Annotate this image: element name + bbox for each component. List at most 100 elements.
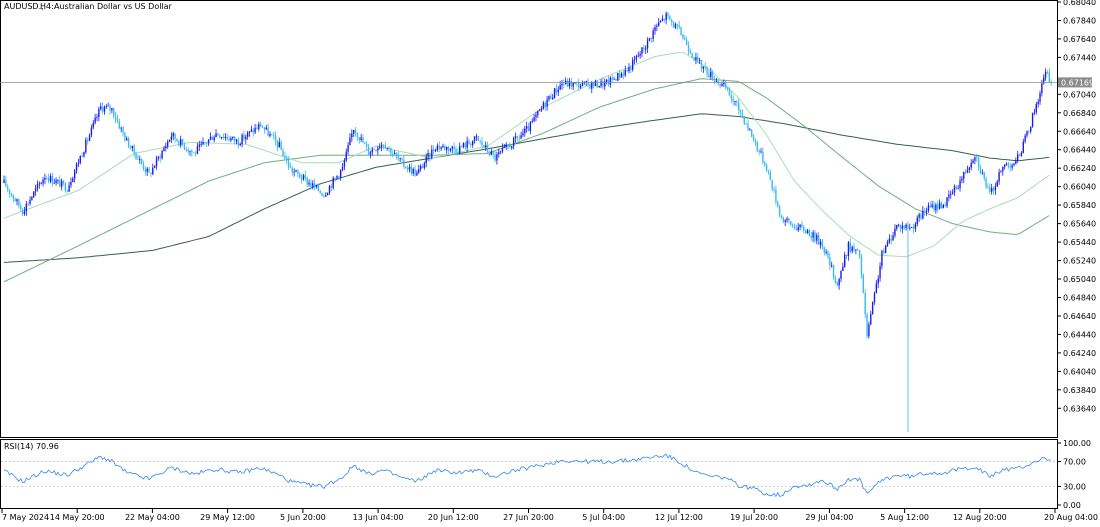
candle	[47, 173, 50, 184]
candle	[481, 137, 483, 149]
candle	[972, 158, 974, 164]
candle	[678, 20, 680, 30]
candle	[436, 143, 439, 152]
current-price-label: 0.67169	[1061, 78, 1094, 87]
candle	[406, 165, 409, 173]
candle	[829, 252, 831, 270]
candle	[27, 202, 29, 206]
candle	[300, 173, 303, 184]
candle	[434, 148, 437, 153]
candle	[161, 149, 163, 160]
candle	[646, 37, 649, 53]
candle	[347, 142, 349, 155]
candle	[332, 176, 334, 190]
price-tick-label: 0.67640	[1063, 35, 1096, 44]
candle	[948, 190, 950, 202]
candle	[94, 113, 96, 125]
candle	[635, 54, 638, 63]
price-tick-label: 0.67440	[1063, 53, 1096, 62]
candle	[1026, 130, 1028, 138]
candle	[425, 153, 427, 168]
candle	[910, 226, 913, 228]
candle	[483, 144, 485, 148]
candle	[890, 234, 892, 245]
candle	[849, 238, 851, 254]
candle	[289, 162, 292, 169]
candle	[868, 321, 870, 339]
candle	[183, 142, 186, 151]
candle	[1028, 130, 1030, 135]
candle	[57, 179, 59, 184]
candle	[352, 129, 355, 137]
candle	[533, 114, 535, 123]
candle	[691, 52, 693, 58]
candle	[641, 47, 643, 58]
candle	[743, 116, 745, 126]
candle	[883, 248, 885, 255]
candle	[371, 147, 373, 156]
price-tick-label: 0.66040	[1063, 183, 1096, 192]
candle	[459, 142, 461, 155]
candle	[168, 139, 171, 143]
candle	[685, 36, 688, 46]
candle	[200, 141, 202, 147]
candle	[297, 169, 299, 178]
rsi-tick-label: 70.00	[1063, 458, 1086, 467]
candle	[563, 79, 565, 88]
candle	[611, 74, 613, 83]
time-label: 29 Jul 04:00	[805, 513, 853, 522]
candle	[70, 177, 72, 188]
candle	[557, 86, 559, 96]
candle	[527, 122, 530, 132]
candle	[369, 150, 372, 159]
candle	[957, 185, 959, 190]
candle	[631, 57, 634, 72]
candle	[85, 137, 87, 154]
candle	[265, 125, 267, 131]
candle	[133, 143, 135, 158]
time-label: 5 Jun 20:00	[280, 513, 326, 522]
candle	[871, 301, 874, 315]
candle	[475, 133, 478, 141]
candle	[858, 249, 861, 260]
candle	[360, 134, 362, 142]
candle	[1022, 138, 1024, 154]
candle	[1030, 126, 1032, 134]
candle	[213, 135, 215, 143]
candle	[1033, 108, 1036, 116]
candle	[912, 223, 915, 234]
candle	[1046, 70, 1049, 75]
candle	[7, 184, 9, 193]
candle	[773, 186, 775, 194]
candle	[579, 83, 582, 89]
candle	[775, 185, 777, 205]
candle	[180, 135, 182, 148]
main-pane-frame	[0, 0, 1058, 438]
candle	[925, 207, 928, 216]
candle	[16, 198, 18, 206]
candle	[207, 139, 210, 146]
candle	[449, 148, 452, 153]
candle	[605, 78, 608, 85]
symbol-label: AUDUSD.,	[4, 2, 44, 11]
candle	[840, 270, 842, 283]
candle	[834, 275, 837, 284]
candle	[598, 85, 600, 88]
candle	[377, 145, 379, 155]
candle	[806, 228, 809, 234]
price-tick-label: 0.64240	[1063, 349, 1096, 358]
candle	[293, 168, 295, 177]
candle	[477, 135, 479, 142]
candle	[77, 159, 80, 167]
candle	[561, 79, 563, 90]
candle	[525, 121, 528, 133]
candle	[278, 137, 280, 148]
candle	[827, 250, 829, 259]
candle	[75, 162, 78, 174]
candle	[884, 244, 887, 254]
candle	[21, 208, 24, 216]
candle	[451, 145, 453, 154]
candle	[550, 93, 552, 100]
candle	[799, 224, 801, 231]
candle	[405, 166, 407, 169]
